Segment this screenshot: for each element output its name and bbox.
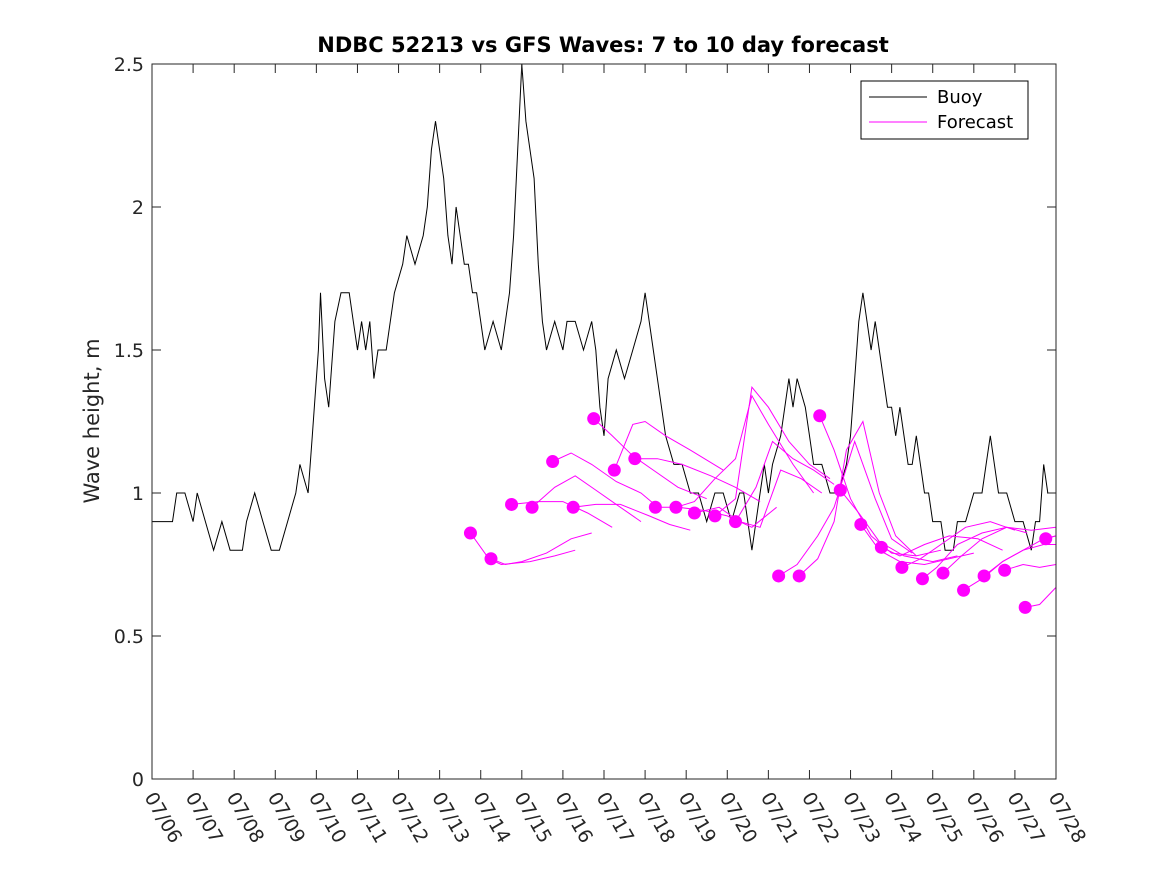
forecast-start-marker-24 [957,583,971,597]
forecast-start-marker-1 [463,526,477,540]
forecast-start-marker-21 [895,560,909,574]
forecast-series-line-18 [839,489,958,563]
forecast-series-line-14 [735,440,835,522]
chart-title: NDBC 52213 vs GFS Waves: 7 to 10 day for… [317,33,888,57]
forecast-start-marker-22 [915,572,929,586]
buoy-series-line [152,64,1049,553]
forecast-series-line-23 [942,526,1056,574]
forecast-series-line-21 [901,521,1016,568]
forecast-start-marker-9 [628,452,642,466]
forecast-start-marker-10 [648,500,662,514]
forecast-series-line-15 [778,439,913,577]
forecast-start-marker-6 [566,500,580,514]
forecast-start-marker-19 [854,517,868,531]
forecast-start-marker-13 [708,509,722,523]
forecast-series-line-2 [490,532,592,566]
forecast-series-line-12 [694,469,823,528]
forecast-start-marker-5 [546,455,560,469]
forecast-series-line-26 [1004,563,1056,571]
forecast-series-line-17 [819,415,942,557]
legend-forecast-label: Forecast [937,112,1013,133]
forecast-start-marker-27 [1018,600,1032,614]
forecast-start-marker-26 [998,563,1012,577]
forecast-start-marker-2 [484,552,498,566]
forecast-start-marker-14 [728,515,742,529]
plot-area [152,64,1056,614]
forecast-series-line-11 [675,394,815,508]
legend-buoy-label: Buoy [937,87,983,108]
y-axis-label: Wave height, m [80,338,104,503]
forecast-start-marker-12 [687,506,701,520]
forecast-series-line-13 [714,386,831,517]
forecast-start-marker-15 [772,569,786,583]
legend-box [860,80,1029,140]
forecast-start-marker-4 [525,500,539,514]
forecast-series-line-22 [922,526,1028,580]
forecast-start-marker-25 [977,569,991,583]
forecast-series-line-16 [798,420,917,577]
forecast-series-line-5 [552,452,662,511]
forecast-start-marker-28 [1039,532,1053,546]
forecast-start-marker-23 [936,566,950,580]
forecast-series-line-8 [613,420,724,471]
y-tick-label: 0 [132,769,144,791]
forecast-series-line-6 [573,503,691,531]
y-tick-label: 0.5 [114,626,144,648]
forecast-start-marker-7 [587,412,601,426]
forecast-series-line-20 [881,535,1003,557]
forecast-start-marker-8 [607,463,621,477]
forecast-series-line-7 [593,418,707,500]
forecast-start-marker-20 [874,540,888,554]
forecast-series-line-4 [531,475,642,523]
forecast-series-line-9 [634,458,761,503]
forecast-start-marker-17 [813,409,827,423]
forecast-start-marker-11 [669,500,683,514]
forecast-start-marker-16 [792,569,806,583]
y-tick-label: 2.5 [114,54,144,76]
forecast-start-marker-18 [833,483,847,497]
y-tick-label: 1 [132,483,144,505]
forecast-start-marker-3 [505,497,519,511]
legend: Buoy Forecast [860,80,1029,140]
y-tick-label: 1.5 [114,340,144,362]
y-tick-label: 2 [132,197,144,219]
